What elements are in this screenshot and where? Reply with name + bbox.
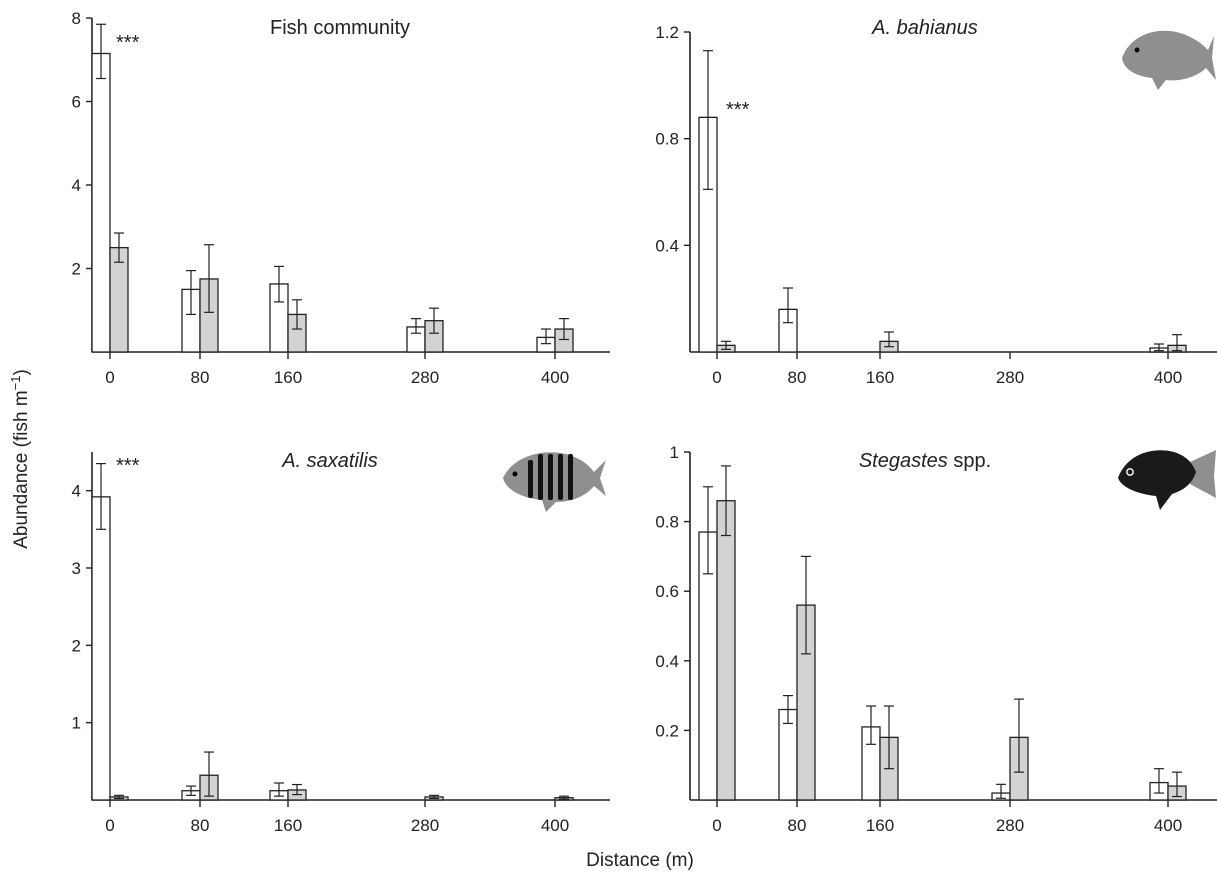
panel-title: Fish community — [270, 17, 410, 39]
y-tick-label: 0.6 — [655, 582, 679, 601]
panel-title: A. saxatilis — [281, 450, 378, 472]
bar-shaded-0 — [716, 500, 736, 801]
surgeonfish-icon — [1122, 30, 1216, 90]
x-tick-label: 400 — [1154, 368, 1182, 387]
sergeant-major-icon-stripe — [558, 454, 563, 500]
chart-panel-bottom-right: 0.2 0.4 0.6 0.8 1 0 80 160 280 400 Stegastes spp. — [655, 443, 1217, 835]
significance-annotation: *** — [726, 99, 750, 121]
panel-title: Stegastes spp. — [859, 450, 991, 472]
sergeant-major-icon — [503, 452, 606, 512]
surgeonfish-icon-eye — [1134, 47, 1140, 53]
panel-title-species: A. saxatilis — [281, 450, 378, 472]
y-tick-label: 8 — [72, 9, 81, 28]
significance-annotation: *** — [116, 32, 140, 54]
damselfish-icon-eye — [1126, 468, 1134, 476]
panel-title-text: Fish community — [270, 17, 410, 39]
x-tick-label: 400 — [541, 816, 569, 835]
x-tick-label: 0 — [105, 368, 114, 387]
y-tick-label: 0.8 — [655, 130, 679, 149]
panel-title-suffix: spp. — [948, 450, 991, 472]
x-tick-label: 0 — [105, 816, 114, 835]
y-tick-label: 1.2 — [655, 23, 679, 42]
y-tick-label: 4 — [72, 176, 81, 195]
y-tick-label: 4 — [72, 482, 81, 501]
x-tick-label: 280 — [996, 368, 1024, 387]
y-tick-label: 2 — [72, 260, 81, 279]
y-tick-label: 1 — [670, 443, 679, 462]
x-tick-label: 280 — [411, 368, 439, 387]
x-tick-label: 80 — [191, 816, 210, 835]
x-tick-label: 160 — [274, 368, 302, 387]
x-tick-label: 400 — [541, 368, 569, 387]
sergeant-major-icon-stripe — [548, 454, 553, 500]
sergeant-major-icon-stripe — [568, 454, 573, 500]
x-tick-label: 160 — [866, 368, 894, 387]
x-tick-label: 80 — [788, 816, 807, 835]
surgeonfish-icon-body — [1122, 30, 1216, 90]
damselfish-icon — [1118, 450, 1216, 510]
shared-y-axis-label: Abundance (fish m−1) — [8, 369, 32, 549]
sergeant-major-icon-body — [503, 452, 606, 512]
y-tick-label: 0.4 — [655, 236, 679, 255]
x-tick-label: 0 — [712, 368, 721, 387]
x-tick-label: 0 — [712, 816, 721, 835]
panel-title-species: Stegastes — [859, 450, 948, 472]
y-tick-label: 3 — [72, 559, 81, 578]
y-tick-label: 6 — [72, 93, 81, 112]
bar-open-0 — [91, 52, 111, 353]
significance-annotation: *** — [116, 455, 140, 477]
damselfish-icon-tail — [1190, 450, 1216, 498]
x-tick-label: 80 — [191, 368, 210, 387]
x-tick-label: 400 — [1154, 816, 1182, 835]
panel-title-species: A. bahianus — [871, 17, 978, 39]
sergeant-major-icon-stripe — [538, 454, 543, 500]
chart-panel-bottom-left: 1 2 3 4 0 80 160 280 400 *** A. saxatilis — [72, 450, 610, 835]
bar-shaded-0 — [109, 246, 129, 353]
y-tick-label: 1 — [72, 714, 81, 733]
shared-y-axis-label-sup: −1 — [8, 376, 23, 391]
shared-y-axis-label-end: ) — [11, 369, 32, 375]
shared-x-axis-label: Distance (m) — [586, 850, 694, 871]
damselfish-icon-body — [1118, 450, 1196, 510]
sergeant-major-icon-eye — [512, 471, 518, 477]
x-tick-label: 280 — [411, 816, 439, 835]
y-tick-label: 0.8 — [655, 513, 679, 532]
bar-open-0 — [91, 496, 111, 801]
y-tick-label: 0.4 — [655, 652, 679, 671]
sergeant-major-icon-stripe — [528, 460, 533, 498]
x-tick-label: 80 — [788, 368, 807, 387]
shared-y-axis-label-main: Abundance (fish m — [11, 390, 32, 548]
panel-title: A. bahianus — [871, 17, 978, 39]
x-tick-label: 160 — [274, 816, 302, 835]
chart-panel-top-right: 0.4 0.8 1.2 0 80 160 280 400 *** A. bahianus — [655, 17, 1217, 387]
y-tick-label: 2 — [72, 636, 81, 655]
y-tick-label: 0.2 — [655, 721, 679, 740]
x-tick-label: 160 — [866, 816, 894, 835]
x-tick-label: 280 — [996, 816, 1024, 835]
